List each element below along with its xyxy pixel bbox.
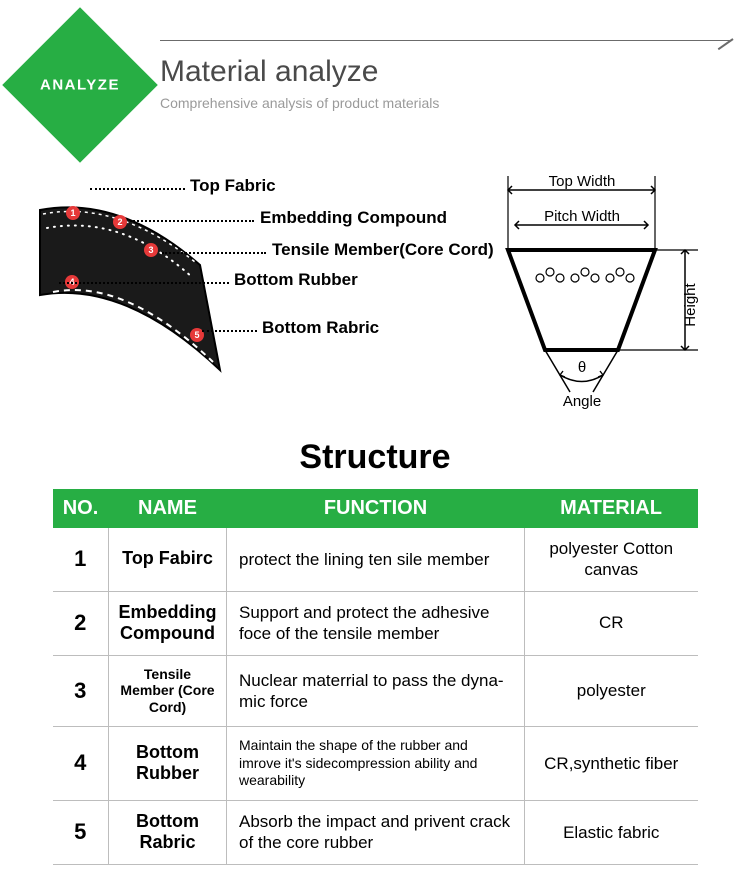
cell-name: Top Fabirc — [109, 528, 227, 591]
th-function: FUNCTION — [227, 489, 525, 528]
diagram-area: 1 2 3 4 5 Top Fabric Embedding Compound … — [0, 170, 750, 430]
svg-text:2: 2 — [117, 217, 122, 227]
cell-name: Embedding Compound — [109, 591, 227, 655]
table-row: 5Bottom RabricAbsorb the impact and priv… — [53, 800, 698, 864]
cell-material: CR — [525, 591, 698, 655]
cell-material: polyester — [525, 655, 698, 726]
table-row: 2Embedding CompoundSupport and protect t… — [53, 591, 698, 655]
table-header-row: NO. NAME FUNCTION MATERIAL — [53, 489, 698, 528]
header-text: Material analyze Comprehensive analysis … — [160, 55, 439, 111]
cell-material: CR,synthetic fiber — [525, 727, 698, 801]
callout-bottom-rubber: Bottom Rubber — [234, 270, 358, 290]
cell-name: Bottom Rubber — [109, 727, 227, 801]
cell-name: Bottom Rabric — [109, 800, 227, 864]
cell-function: Support and protect the adhesive foce of… — [227, 591, 525, 655]
table-body: 1Top Fabircprotect the lining ten sile m… — [53, 528, 698, 864]
callout-bottom-fabric: Bottom Rabric — [262, 318, 379, 338]
theta-label: θ — [578, 359, 586, 376]
cell-function: protect the lining ten sile member — [227, 528, 525, 591]
callout-label: Embedding Compound — [260, 208, 447, 227]
cell-no: 3 — [53, 655, 109, 726]
callout-label: Top Fabric — [190, 176, 276, 195]
header: ANALYZE Material analyze Comprehensive a… — [0, 0, 750, 150]
svg-text:5: 5 — [194, 330, 199, 340]
cell-function: Nuclear materrial to pass the dyna- mic … — [227, 655, 525, 726]
cell-function: Maintain the shape of the rubber and imr… — [227, 727, 525, 801]
th-name: NAME — [109, 489, 227, 528]
header-title: Material analyze — [160, 55, 439, 89]
cell-function: Absorb the impact and privent crack of t… — [227, 800, 525, 864]
cell-material: Elastic fabric — [525, 800, 698, 864]
structure-title: Structure — [0, 438, 750, 477]
svg-text:1: 1 — [70, 208, 75, 218]
svg-text:3: 3 — [148, 245, 153, 255]
th-no: NO. — [53, 489, 109, 528]
angle-label: Angle — [563, 393, 601, 410]
header-divider — [160, 40, 730, 41]
cell-no: 5 — [53, 800, 109, 864]
top-width-label: Top Width — [549, 173, 616, 190]
belt-cutaway-illustration: 1 2 3 4 5 — [25, 180, 245, 420]
header-subtitle: Comprehensive analysis of product materi… — [160, 95, 439, 111]
callout-embedding-compound: Embedding Compound — [260, 208, 447, 228]
cell-no: 1 — [53, 528, 109, 591]
badge-text: ANALYZE — [40, 77, 120, 94]
cross-section-diagram: Top Width Pitch Width Height θ Angle — [490, 170, 720, 410]
th-material: MATERIAL — [525, 489, 698, 528]
table-row: 3Tensile Member (Core Cord)Nuclear mater… — [53, 655, 698, 726]
callout-top-fabric: Top Fabric — [190, 176, 276, 196]
structure-table: NO. NAME FUNCTION MATERIAL 1Top Fabircpr… — [53, 489, 698, 865]
callout-label: Bottom Rubber — [234, 270, 358, 289]
cell-no: 4 — [53, 727, 109, 801]
pitch-width-label: Pitch Width — [544, 208, 620, 225]
table-row: 4Bottom RubberMaintain the shape of the … — [53, 727, 698, 801]
cell-name: Tensile Member (Core Cord) — [109, 655, 227, 726]
analyze-badge: ANALYZE — [2, 7, 158, 163]
cell-no: 2 — [53, 591, 109, 655]
height-label: Height — [682, 282, 699, 326]
cell-material: polyester Cotton canvas — [525, 528, 698, 591]
callout-tensile-member: Tensile Member(Core Cord) — [272, 240, 494, 260]
callout-label: Bottom Rabric — [262, 318, 379, 337]
table-row: 1Top Fabircprotect the lining ten sile m… — [53, 528, 698, 591]
callout-label: Tensile Member(Core Cord) — [272, 240, 494, 259]
